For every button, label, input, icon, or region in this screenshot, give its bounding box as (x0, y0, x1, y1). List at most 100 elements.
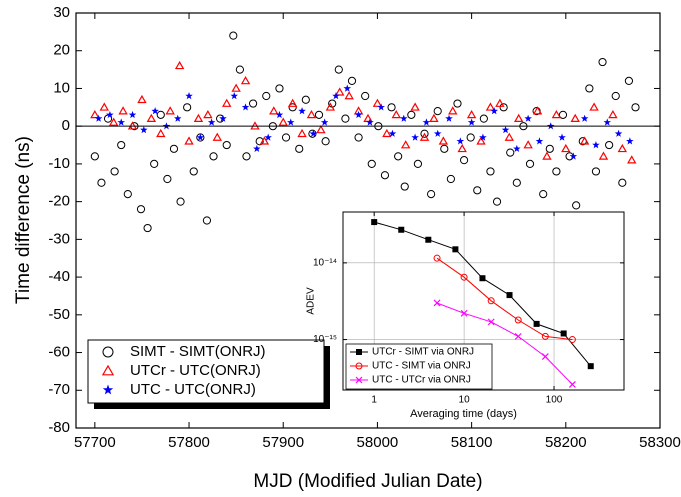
marker-triangle (335, 87, 345, 96)
marker-star (106, 110, 114, 119)
marker-triangle (344, 91, 354, 100)
marker-star (366, 118, 374, 126)
marker-star (230, 92, 238, 100)
marker-star (151, 107, 159, 115)
marker-triangle (514, 113, 524, 122)
marker-triangle (561, 143, 571, 153)
marker-star (422, 118, 431, 126)
marker-circle (440, 144, 449, 153)
marker-circle (514, 316, 522, 324)
y-tick-label: 10 (53, 79, 70, 96)
marker-circle (427, 189, 436, 199)
marker-circle (611, 91, 620, 101)
marker-triangle (240, 76, 251, 85)
marker-circle (354, 133, 363, 142)
marker-triangle (551, 109, 562, 119)
marker-star (558, 133, 566, 141)
marker-triangle (570, 113, 580, 122)
marker-star (287, 118, 295, 126)
marker-triangle (259, 136, 270, 145)
marker-triangle (165, 106, 175, 115)
marker-triangle (627, 155, 637, 164)
marker-triangle (579, 136, 590, 145)
marker-triangle (617, 143, 628, 153)
marker-square (356, 349, 362, 355)
marker-star (332, 92, 340, 100)
marker-circle (487, 297, 495, 305)
marker-triangle (429, 113, 439, 122)
marker-circle (222, 140, 231, 150)
y-tick-label: 0 (62, 117, 70, 134)
marker-circle (473, 186, 482, 195)
marker-triangle (231, 83, 241, 92)
marker-circle (281, 133, 291, 142)
marker-star (264, 133, 272, 141)
legend-label: SIMT - SIMT(ONRJ) (130, 343, 266, 360)
marker-triangle (598, 151, 609, 160)
legend-label: UTC - UTCr via ONRJ (372, 375, 471, 386)
marker-circle (143, 223, 152, 233)
inset-x-title: Averaging time (days) (410, 408, 517, 420)
marker-triangle (448, 106, 458, 115)
marker-circle (512, 178, 521, 187)
inset-y-title: ADEV (306, 287, 317, 315)
marker-star (445, 114, 453, 122)
marker-star (354, 110, 363, 119)
marker-star (592, 141, 600, 149)
x-tick-label: 58300 (639, 434, 681, 451)
y-tick-label: -30 (48, 230, 70, 247)
marker-cross (487, 318, 495, 326)
marker-circle (163, 174, 172, 184)
marker-triangle (269, 106, 279, 115)
marker-circle (605, 140, 614, 150)
marker-star (207, 118, 216, 126)
marker-triangle (457, 143, 467, 153)
marker-triangle (608, 109, 618, 119)
marker-circle (97, 178, 106, 187)
marker-circle (479, 114, 488, 123)
legend-label: UTCr - UTC(ONRJ) (130, 362, 261, 379)
marker-star (513, 144, 521, 152)
y-tick-label: 30 (53, 4, 70, 21)
marker-star (580, 114, 589, 122)
marker-circle (136, 205, 146, 214)
x-tick-label: 58000 (357, 434, 399, 451)
marker-square (560, 330, 567, 337)
marker-cross (541, 353, 549, 360)
marker-star (400, 114, 408, 122)
marker-star (102, 384, 114, 395)
marker-circle (433, 106, 442, 116)
marker-star (219, 114, 227, 122)
marker-circle (387, 103, 396, 112)
marker-circle (552, 167, 561, 176)
y-tick-label: -40 (48, 268, 70, 285)
marker-cross (514, 332, 522, 340)
inset-legend (345, 343, 493, 390)
marker-circle (499, 103, 508, 112)
marker-circle (110, 167, 119, 176)
marker-triangle (325, 102, 336, 111)
marker-star (241, 103, 250, 111)
marker-square (506, 292, 513, 299)
marker-circle (380, 171, 390, 180)
legend-label: UTC - UTC(ONRJ) (130, 381, 256, 398)
marker-circle (539, 189, 548, 199)
marker-triangle (504, 132, 514, 141)
marker-circle (102, 346, 114, 358)
marker-square (371, 219, 378, 226)
marker-circle (189, 167, 198, 176)
marker-square (398, 226, 405, 233)
marker-circle (407, 110, 416, 119)
marker-triangle (287, 98, 298, 107)
marker-circle (545, 144, 554, 153)
marker-triangle (400, 140, 411, 149)
marker-star (535, 137, 544, 145)
marker-star (185, 92, 193, 100)
marker-triangle (108, 117, 119, 126)
marker-circle (235, 65, 244, 74)
inset-frame (342, 211, 625, 391)
marker-circle (591, 167, 601, 176)
marker-square (425, 236, 432, 243)
marker-circle (156, 110, 165, 119)
marker-star (411, 133, 419, 141)
